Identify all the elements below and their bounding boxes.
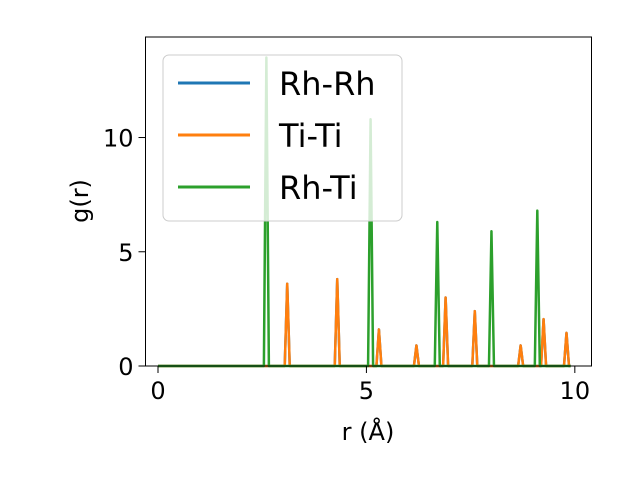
x-tick-label: 10 bbox=[560, 377, 591, 405]
x-axis: 0 5 10 bbox=[150, 366, 590, 405]
x-tick-label: 0 bbox=[150, 377, 165, 405]
x-axis-label: r (Å) bbox=[342, 417, 395, 446]
legend-box bbox=[162, 54, 403, 222]
y-tick-label: 10 bbox=[103, 125, 134, 153]
series-line-rh-rh bbox=[158, 277, 571, 368]
y-axis: 0 5 10 bbox=[103, 125, 146, 381]
series-line-ti-ti bbox=[158, 277, 571, 368]
y-tick-label: 5 bbox=[118, 239, 133, 267]
plot-frame bbox=[145, 36, 592, 367]
series-line-rh-ti bbox=[158, 56, 571, 368]
legend: Rh-Rh Ti-Ti Rh-Ti bbox=[162, 54, 403, 222]
series-layer bbox=[158, 56, 571, 368]
y-tick-label: 0 bbox=[118, 353, 133, 381]
x-tick-label: 5 bbox=[359, 377, 374, 405]
y-axis-label: g(r) bbox=[66, 179, 94, 223]
legend-label-ti-ti: Ti-Ti bbox=[278, 117, 343, 155]
legend-label-rh-rh: Rh-Rh bbox=[279, 65, 376, 103]
legend-items: Rh-Rh Ti-Ti Rh-Ti bbox=[178, 65, 376, 207]
legend-label-rh-ti: Rh-Ti bbox=[279, 169, 358, 207]
